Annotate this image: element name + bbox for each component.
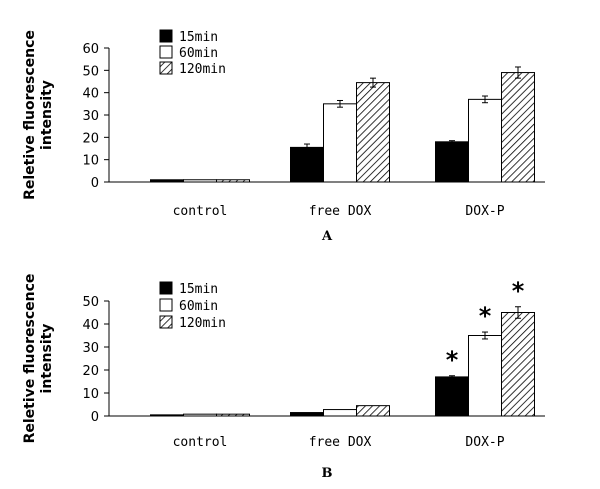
y-tick-label: 10 bbox=[82, 387, 99, 402]
bar-15min-DOX-P bbox=[435, 141, 469, 183]
bar-60min-free-DOX bbox=[323, 103, 357, 183]
y-axis-title-line: Reletive fluorescence bbox=[22, 274, 38, 444]
bar-120min-control bbox=[216, 179, 250, 183]
y-tick-label: 40 bbox=[82, 318, 99, 333]
chart-panels: Reletive fluorescenceintensity0102030405… bbox=[22, 29, 545, 481]
category-label: DOX-P bbox=[465, 435, 504, 450]
legend-label: 60min bbox=[179, 46, 218, 61]
y-tick-label: 20 bbox=[82, 364, 99, 379]
category-label: free DOX bbox=[309, 435, 372, 450]
y-tick-label: 10 bbox=[82, 154, 99, 169]
error-bar bbox=[370, 77, 376, 88]
panel-label: A bbox=[321, 229, 333, 244]
bar-60min-control bbox=[183, 413, 217, 417]
bar-60min-DOX-P bbox=[468, 98, 502, 183]
legend-label: 15min bbox=[179, 282, 218, 297]
y-axis-title-line: intensity bbox=[39, 80, 55, 150]
error-bar bbox=[482, 95, 488, 104]
significance-asterisk: * bbox=[446, 346, 459, 374]
y-axis-title-line: intensity bbox=[39, 324, 55, 394]
bar-60min-control bbox=[183, 179, 217, 183]
bar-120min-control bbox=[216, 413, 250, 417]
error-bar bbox=[515, 66, 521, 79]
y-axis-title: Reletive fluorescenceintensity bbox=[22, 274, 55, 444]
legend-swatch-120min bbox=[159, 61, 173, 75]
error-bar bbox=[482, 331, 488, 340]
legend-label: 60min bbox=[179, 299, 218, 314]
significance-asterisk: * bbox=[512, 277, 525, 305]
panel-label: B bbox=[322, 466, 333, 481]
legend-swatch-60min bbox=[159, 298, 173, 312]
bar-60min-free-DOX bbox=[323, 409, 357, 417]
y-tick-label: 0 bbox=[91, 176, 99, 191]
bar-120min-free-DOX bbox=[356, 82, 390, 183]
category-label: control bbox=[173, 204, 228, 219]
chart-panel-A: Reletive fluorescenceintensity 0 10 20 30 40 5… bbox=[22, 29, 545, 244]
legend-label: 15min bbox=[179, 30, 218, 45]
significance-asterisk: * bbox=[479, 302, 492, 330]
chart-panel-B: Reletive fluorescenceintensity 0 10 20 30 40 5… bbox=[22, 274, 545, 481]
y-tick-label: 0 bbox=[91, 410, 99, 425]
y-tick-label: 40 bbox=[82, 87, 99, 102]
bar-120min-free-DOX bbox=[356, 405, 390, 417]
category-label: control bbox=[173, 435, 228, 450]
legend: 15min 60min 120min bbox=[159, 281, 226, 331]
error-bar bbox=[515, 306, 521, 319]
error-bar bbox=[449, 140, 455, 144]
legend-swatch-15min bbox=[159, 29, 173, 43]
legend-label: 120min bbox=[179, 62, 226, 77]
y-axis-title-line: Reletive fluorescence bbox=[22, 30, 38, 200]
y-tick-label: 30 bbox=[82, 341, 99, 356]
legend-label: 120min bbox=[179, 316, 226, 331]
legend-swatch-15min bbox=[159, 281, 173, 295]
error-bar bbox=[304, 143, 310, 152]
y-tick-label: 60 bbox=[82, 42, 99, 57]
bar-120min-DOX-P bbox=[501, 72, 535, 183]
bar-120min-DOX-P bbox=[501, 312, 535, 417]
category-label: free DOX bbox=[309, 204, 372, 219]
error-bar bbox=[337, 99, 343, 108]
bar-60min-DOX-P bbox=[468, 335, 502, 417]
bar-15min-control bbox=[150, 179, 184, 183]
bar-15min-free-DOX bbox=[290, 412, 324, 417]
y-tick-label: 30 bbox=[82, 109, 99, 124]
y-tick-label: 50 bbox=[82, 295, 99, 310]
bar-15min-control bbox=[150, 414, 184, 417]
error-bar bbox=[449, 375, 455, 379]
bar-15min-DOX-P bbox=[435, 376, 469, 417]
y-tick-label: 20 bbox=[82, 131, 99, 146]
legend-swatch-120min bbox=[159, 315, 173, 329]
y-axis-title: Reletive fluorescenceintensity bbox=[22, 30, 55, 200]
legend-swatch-60min bbox=[159, 45, 173, 59]
bar-15min-free-DOX bbox=[290, 146, 324, 183]
category-label: DOX-P bbox=[465, 204, 504, 219]
y-tick-label: 50 bbox=[82, 64, 99, 79]
